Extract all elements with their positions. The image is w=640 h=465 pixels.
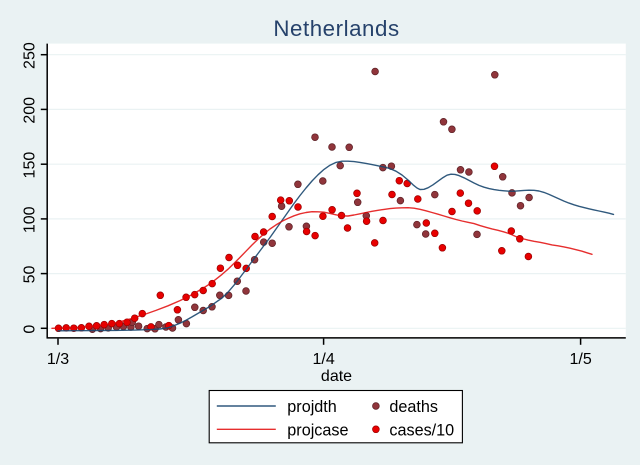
svg-text:projcase: projcase — [287, 421, 348, 439]
svg-text:100: 100 — [22, 206, 39, 233]
svg-text:250: 250 — [22, 42, 39, 69]
svg-text:Netherlands: Netherlands — [273, 16, 399, 41]
svg-text:projdth: projdth — [287, 398, 337, 416]
svg-text:cases/10: cases/10 — [389, 421, 454, 439]
svg-text:0: 0 — [22, 325, 39, 334]
svg-text:1/4: 1/4 — [312, 351, 334, 368]
svg-text:deaths: deaths — [389, 398, 438, 416]
svg-text:date: date — [321, 368, 352, 385]
svg-text:150: 150 — [22, 152, 39, 179]
svg-text:1/5: 1/5 — [569, 351, 591, 368]
svg-text:50: 50 — [22, 266, 39, 284]
svg-text:200: 200 — [22, 97, 39, 124]
svg-text:1/3: 1/3 — [47, 351, 69, 368]
